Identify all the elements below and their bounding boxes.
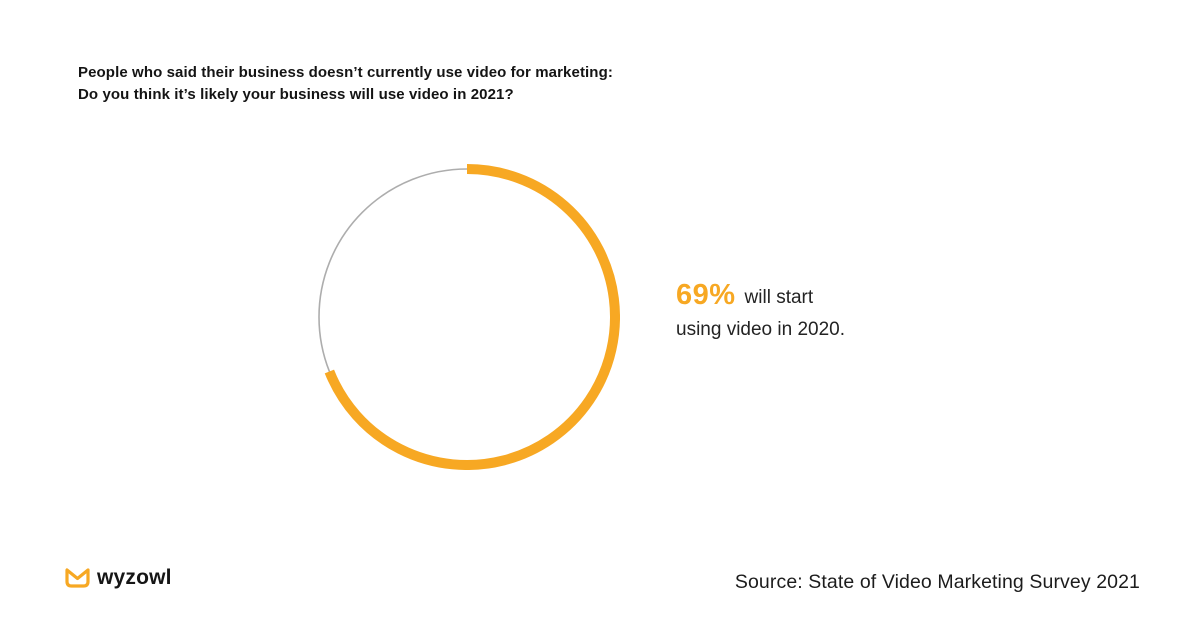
- chart-title: People who said their business doesn’t c…: [78, 62, 718, 106]
- donut-chart-container: [314, 164, 620, 470]
- chart-annotation: 69% will start using video in 2020.: [676, 280, 996, 345]
- donut-highlight-arc: [324, 164, 620, 470]
- donut-chart: [318, 164, 620, 470]
- annotation-percent: 69%: [676, 279, 736, 311]
- source-attribution: Source: State of Video Marketing Survey …: [734, 571, 1140, 593]
- wyzowl-logo-text: wyzowl: [97, 566, 172, 589]
- annotation-text-line2: using video in 2020.: [676, 319, 846, 340]
- wyzowl-logo-mark: [65, 568, 90, 588]
- wyzowl-logo: wyzowl: [64, 566, 172, 590]
- wyzowl-logo-icon: [65, 568, 90, 588]
- chart-title-line2: Do you think it’s likely your business w…: [78, 86, 514, 103]
- annotation-text-line1: will start: [744, 287, 814, 308]
- chart-title-line1: People who said their business doesn’t c…: [78, 64, 613, 81]
